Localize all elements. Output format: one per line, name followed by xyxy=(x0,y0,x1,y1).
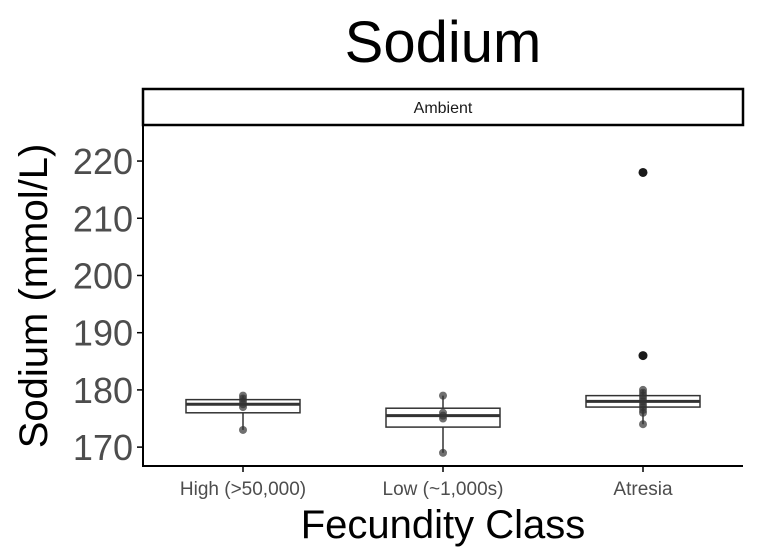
y-tick-label: 170 xyxy=(73,427,133,468)
y-tick-label: 180 xyxy=(73,370,133,411)
boxplot-group xyxy=(385,391,501,457)
x-tick-label: High (>50,000) xyxy=(180,479,306,500)
y-axis-label: Sodium (mmol/L) xyxy=(12,144,56,449)
boxplot-group xyxy=(585,167,701,429)
chart-title: Sodium xyxy=(345,10,542,75)
y-tick-label: 190 xyxy=(73,313,133,354)
x-tick-label: Atresia xyxy=(613,479,673,500)
outlier-point xyxy=(638,351,648,361)
facet-strip xyxy=(141,87,745,127)
y-tick-label: 210 xyxy=(73,198,133,239)
y-tick-label: 200 xyxy=(73,255,133,296)
data-point xyxy=(239,425,247,434)
y-axis-ticks: 170 180 190 200 210 220 xyxy=(73,141,143,468)
data-point xyxy=(239,391,247,400)
data-point xyxy=(439,391,447,400)
outlier-point xyxy=(638,167,648,177)
x-tick-label: Low (~1,000s) xyxy=(383,479,504,500)
y-tick-label: 220 xyxy=(73,141,133,182)
data-point xyxy=(439,408,447,417)
data-point xyxy=(639,385,647,394)
facet-strip-label: Ambient xyxy=(414,100,473,117)
x-axis-label: Fecundity Class xyxy=(301,503,586,547)
data-point xyxy=(639,420,647,429)
x-axis-ticks: High (>50,000) Low (~1,000s) Atresia xyxy=(180,466,673,500)
plot-area xyxy=(185,167,701,457)
data-point xyxy=(439,448,447,457)
boxplot-group xyxy=(185,391,301,434)
